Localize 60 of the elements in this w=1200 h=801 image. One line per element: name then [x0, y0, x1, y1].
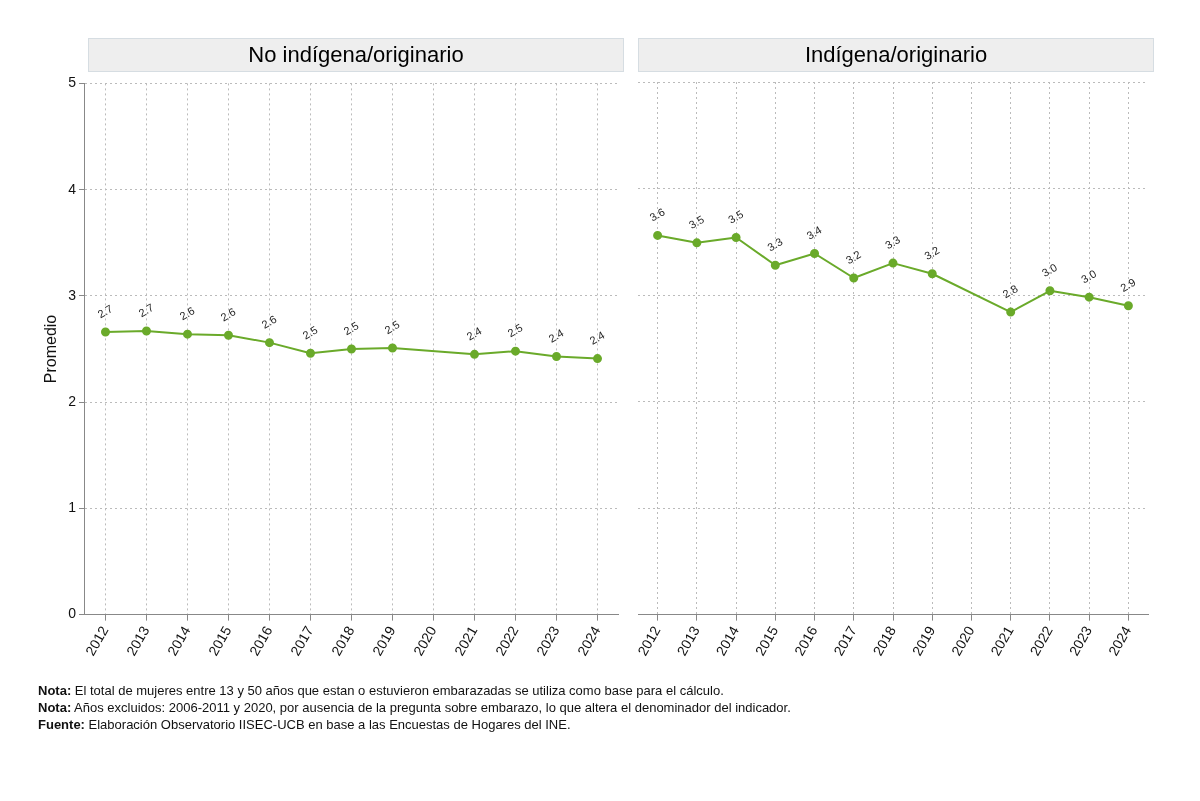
y-tick-label: 0	[68, 605, 77, 622]
point	[1084, 292, 1094, 302]
data-label: 3.3	[765, 235, 785, 254]
data-label: 3.0	[1079, 267, 1099, 286]
text: Nota: El total de mujeres entre 13 y 50 años que estan o estuvieron embarazadas se utiliza como base para el cálculo.	[38, 682, 725, 699]
y-tick-label: 1	[68, 499, 77, 516]
data-label: 2.6	[177, 304, 197, 323]
data-label: 3.2	[843, 248, 863, 267]
text: Nota: Años excluidos: 2006-2011 y 2020, por ausencia de la pregunta sobre embarazo, lo que altera el denominador del indicador.	[38, 699, 792, 716]
point	[511, 346, 520, 356]
data-label: 2.6	[218, 305, 238, 324]
point	[692, 238, 702, 248]
point	[141, 326, 151, 336]
data-label: 2.4	[546, 326, 566, 345]
data-label: 3.2	[922, 243, 942, 262]
point	[100, 327, 110, 337]
y-axis-title: Promedio	[42, 314, 60, 384]
data-label: 2.7	[95, 302, 115, 321]
point	[387, 343, 397, 353]
data-label: 2.7	[136, 301, 156, 320]
data-label: 3.6	[647, 205, 667, 224]
point	[182, 329, 192, 339]
data-label: 3.5	[725, 207, 746, 226]
data-label: 2.5	[382, 318, 402, 337]
y-tick-label: 3	[68, 286, 77, 303]
data-label: 3.0	[1039, 260, 1060, 279]
point	[849, 273, 859, 283]
point	[470, 349, 479, 359]
point	[305, 348, 315, 358]
point	[1006, 307, 1016, 317]
y-tick-label: 2	[68, 393, 77, 409]
point	[770, 260, 780, 270]
data-label: 3.5	[686, 213, 706, 232]
chart-title: No indígena/originario	[88, 38, 624, 72]
y-tick-label: 4	[68, 180, 77, 197]
point	[810, 249, 820, 259]
point	[264, 338, 274, 348]
chart-title: Indígena/originario	[638, 38, 1154, 72]
data-label: 2.8	[1000, 282, 1020, 301]
point	[1123, 301, 1133, 311]
y-tick-label: 5	[68, 74, 77, 91]
point	[731, 233, 741, 243]
data-label: 3.4	[804, 223, 824, 242]
point	[593, 354, 602, 364]
point	[1045, 286, 1055, 296]
data-label: 2.5	[505, 321, 525, 340]
point	[888, 258, 898, 268]
point	[346, 344, 356, 354]
source-note: Fuente: Elaboración Observatorio IISEC-UCB en base a las Encuestas de Hogares del INE.	[38, 716, 572, 733]
data-label: 2.4	[464, 324, 484, 343]
point	[653, 230, 663, 240]
data-label: 2.9	[1118, 275, 1138, 294]
data-label: 3.3	[882, 233, 903, 252]
point	[552, 351, 561, 361]
data-label: 2.6	[259, 312, 279, 331]
point	[927, 269, 937, 279]
data-label: 2.5	[300, 323, 320, 342]
data-label: 2.5	[341, 319, 361, 338]
point	[223, 330, 233, 340]
data-label: 2.4	[587, 328, 607, 347]
